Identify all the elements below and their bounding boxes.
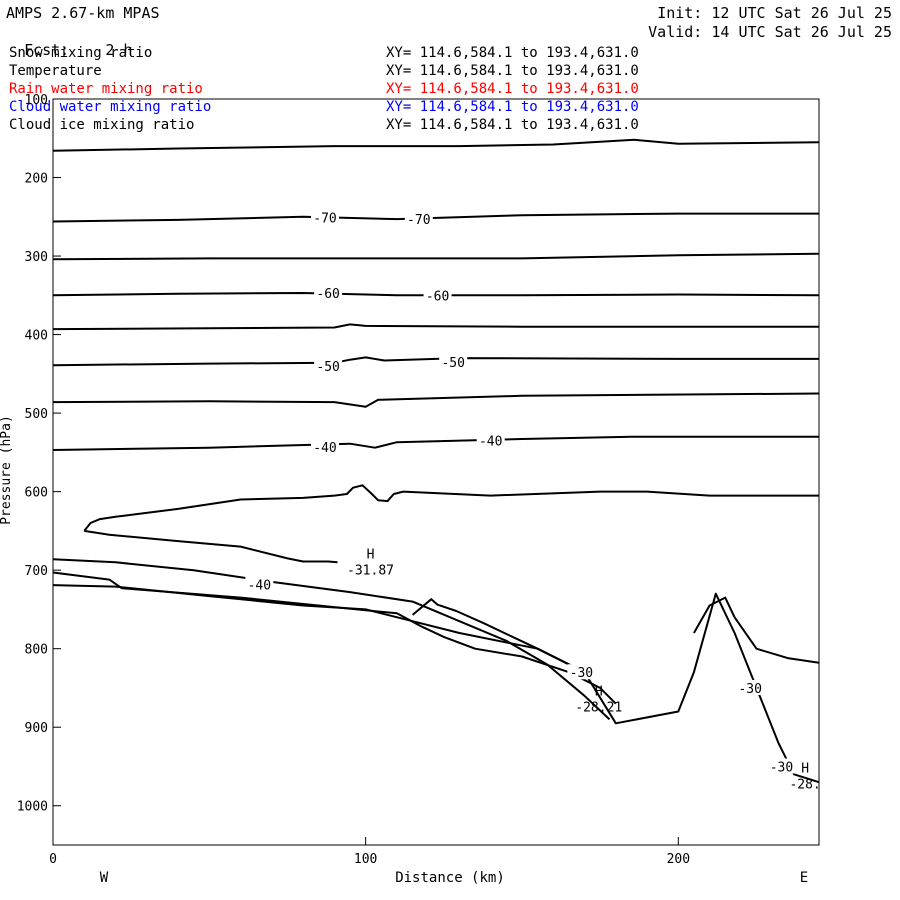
model-title: AMPS 2.67-km MPAS: [6, 4, 160, 22]
valid-time: Valid: 14 UTC Sat 26 Jul 25: [648, 23, 892, 41]
contour-label-bg: [404, 211, 433, 227]
isotherm-line: [52, 435, 819, 451]
contour-label-bg: [311, 438, 340, 454]
y-tick-label: 200: [25, 172, 48, 187]
contour-label-bg: [314, 284, 343, 300]
x-axis-title: Distance (km): [395, 870, 505, 886]
forecast-label: Fcst: 2 h: [6, 23, 132, 59]
contour-label: -40: [313, 441, 336, 456]
contour-label: -70: [407, 213, 430, 228]
field-name: Snow mixing ratio: [9, 45, 153, 61]
y-tick-label: 100: [25, 93, 48, 108]
plot-frame: [52, 98, 820, 846]
contour-label: -30: [738, 682, 761, 697]
contour-label-bg: [423, 287, 452, 303]
contour-label-bg: [476, 432, 505, 448]
contour-label-bg: [311, 209, 340, 225]
y-tick-label: 600: [25, 486, 48, 501]
contour-label: -70: [313, 212, 336, 227]
high-marker: H: [367, 547, 375, 562]
x-tick-label: 100: [354, 852, 377, 867]
terrain-outline: [52, 584, 820, 784]
high-marker: H: [801, 762, 809, 777]
contour-label: -60: [316, 287, 339, 302]
contour-line: [52, 558, 611, 721]
contour-label-bg: [767, 758, 796, 774]
field-xy-range: XY= 114.6,584.1 to 193.4,631.0: [386, 117, 639, 133]
field-name: Temperature: [9, 63, 102, 79]
high-value: -28.: [789, 778, 820, 793]
isotherm-line: [52, 323, 819, 331]
y-tick-label: 900: [25, 721, 48, 736]
field-name: Rain water mixing ratio: [9, 81, 203, 97]
contour-label: -30: [770, 760, 793, 775]
y-tick-label: 700: [25, 564, 48, 579]
y-tick-label: 500: [25, 407, 48, 422]
isotherm-line: [52, 356, 819, 367]
y-tick-label: 1000: [17, 800, 48, 815]
isotherm-line: [52, 292, 820, 297]
contour-label-bg: [736, 679, 765, 695]
contour-label: -40: [248, 578, 271, 593]
contour-label: -40: [479, 435, 502, 450]
contour-label: -60: [426, 289, 449, 304]
y-tick-label: 300: [25, 250, 48, 265]
isotherm-line: [83, 494, 335, 532]
contour-label-bg: [245, 576, 274, 592]
contour-line: [693, 596, 820, 664]
contour-label-bg: [439, 354, 468, 370]
contour-line: [411, 598, 585, 674]
high-value: -31.87: [347, 563, 394, 578]
contour-line: [52, 571, 617, 705]
east-label: E: [800, 870, 808, 886]
west-label: W: [100, 870, 109, 886]
field-xy-range: XY= 114.6,584.1 to 193.4,631.0: [386, 45, 639, 61]
y-tick-label: 800: [25, 643, 48, 658]
isotherm-line: [334, 484, 819, 503]
y-axis-title: Pressure (hPa): [0, 415, 14, 525]
contour-label: -50: [441, 356, 464, 371]
y-tick-label: 400: [25, 329, 48, 344]
forecast-label-text: Fcst:: [24, 41, 70, 59]
high-marker: H: [595, 685, 603, 700]
field-name: Cloud water mixing ratio: [9, 99, 212, 115]
isotherm-line: [52, 212, 819, 223]
contour-label-bg: [314, 357, 343, 373]
field-xy-range: XY= 114.6,584.1 to 193.4,631.0: [386, 99, 639, 115]
contour-label-bg: [567, 664, 596, 680]
isotherm-line: [52, 252, 820, 261]
x-tick-label: 0: [49, 852, 57, 867]
isotherm-line: [52, 392, 820, 408]
isotherm-line: [52, 138, 820, 152]
contour-label: -30: [570, 666, 593, 681]
high-value: -28.21: [575, 701, 622, 716]
forecast-hours: 2 h: [105, 41, 133, 59]
isotherm-line: [84, 529, 338, 564]
init-time: Init: 12 UTC Sat 26 Jul 25: [657, 4, 892, 22]
field-name: Cloud ice mixing ratio: [9, 117, 195, 133]
x-tick-label: 200: [667, 852, 690, 867]
field-xy-range: XY= 114.6,584.1 to 193.4,631.0: [386, 63, 639, 79]
field-xy-range: XY= 114.6,584.1 to 193.4,631.0: [386, 81, 639, 97]
contour-label: -50: [316, 360, 339, 375]
